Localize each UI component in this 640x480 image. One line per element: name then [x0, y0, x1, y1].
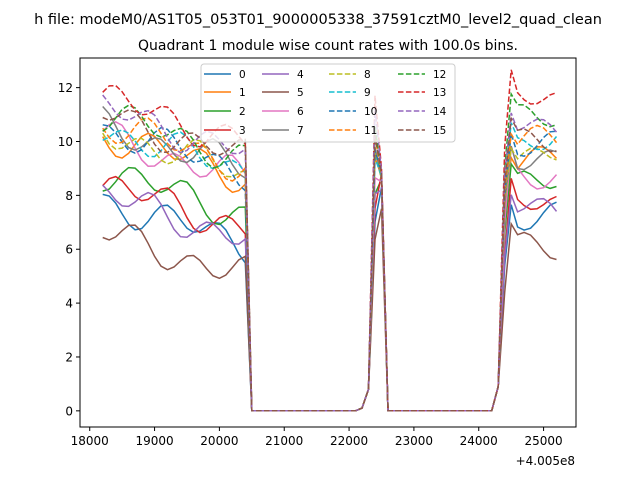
legend-label-5: 5	[297, 87, 304, 99]
plot-frame	[79, 57, 577, 428]
x-tick-label: 18000	[71, 434, 109, 448]
y-tick-label: 2	[65, 350, 73, 364]
legend-box	[200, 63, 456, 143]
legend-label-6: 6	[297, 106, 304, 118]
y-axis-ticks: 0 2 4 6 8 10 12	[58, 81, 80, 418]
legend-label-3: 3	[239, 125, 246, 137]
x-axis-offset: +4.005e8	[516, 454, 575, 468]
legend-label-10: 10	[364, 106, 377, 118]
legend-label-14: 14	[433, 106, 447, 118]
legend-label-1: 1	[239, 87, 246, 99]
y-tick-label: 6	[65, 243, 73, 257]
x-tick-label: 19000	[135, 434, 173, 448]
chart-suptitle: h file: modeM0/AS1T05_053T01_9000005338_…	[34, 12, 602, 28]
series-line-15	[102, 109, 557, 412]
legend-label-15: 15	[433, 125, 446, 137]
y-tick-label: 12	[58, 81, 73, 95]
chart-title: Quadrant 1 module wise count rates with …	[138, 38, 518, 54]
y-tick-label: 8	[65, 189, 73, 203]
legend-label-4: 4	[297, 69, 304, 81]
x-tick-label: 20000	[200, 434, 238, 448]
legend-label-11: 11	[364, 125, 377, 137]
legend-label-7: 7	[297, 125, 304, 137]
x-tick-label: 25000	[524, 434, 562, 448]
legend-label-9: 9	[364, 87, 371, 99]
series-line-14	[102, 94, 558, 412]
y-tick-label: 0	[65, 404, 73, 418]
x-tick-label: 23000	[395, 434, 433, 448]
y-tick-label: 10	[58, 135, 73, 149]
y-tick-label: 4	[65, 297, 73, 311]
legend-label-0: 0	[239, 69, 246, 81]
series-line-12	[102, 91, 557, 412]
legend-label-13: 13	[433, 87, 446, 99]
series-layer	[102, 69, 558, 412]
legend-label-12: 12	[433, 69, 446, 81]
x-tick-label: 21000	[265, 434, 303, 448]
legend-label-2: 2	[239, 106, 246, 118]
legend-label-8: 8	[364, 69, 371, 81]
x-tick-label: 24000	[460, 434, 498, 448]
x-axis-ticks: 18000 19000 20000 21000 22000 23000 24000 25000	[71, 427, 563, 448]
x-tick-label: 22000	[330, 434, 368, 448]
